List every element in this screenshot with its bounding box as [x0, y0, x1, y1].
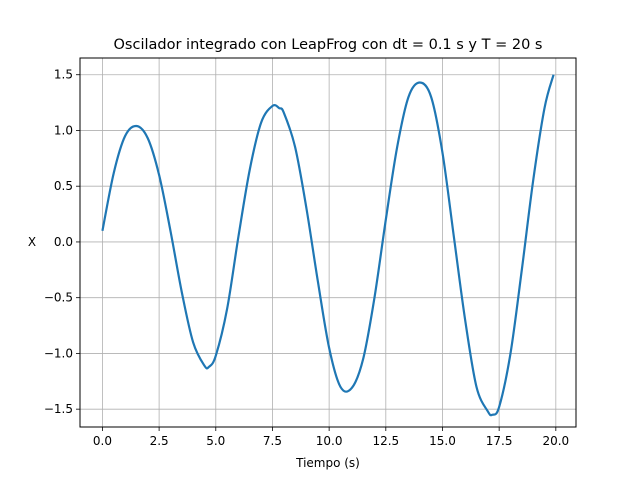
y-tick-label: 0.5: [54, 179, 73, 193]
y-tick-label: −1.5: [44, 402, 73, 416]
plot-frame: [79, 57, 577, 428]
y-tick-label: 0.0: [54, 235, 73, 249]
y-tick-label: −1.0: [44, 346, 73, 360]
y-tick-label: 1.0: [54, 123, 73, 137]
x-axis-label: Tiempo (s): [295, 456, 360, 470]
x-tick-label: 7.5: [263, 434, 282, 448]
x-tick-label: 5.0: [206, 434, 225, 448]
series-line: [101, 74, 555, 417]
x-tick-label: 15.0: [429, 434, 456, 448]
chart-title: Oscilador integrado con LeapFrog con dt …: [114, 37, 543, 53]
x-tick-label: 10.0: [316, 434, 343, 448]
x-tick-label: 12.5: [372, 434, 399, 448]
x-tick-label: 20.0: [542, 434, 569, 448]
y-axis-label: X: [28, 235, 36, 249]
x-tick-label: 2.5: [150, 434, 169, 448]
grid: [80, 58, 576, 427]
y-tick-label: 1.5: [54, 68, 73, 82]
x-tick-label: 17.5: [486, 434, 513, 448]
series-layer: [101, 74, 555, 417]
x-tick-label: 0.0: [93, 434, 112, 448]
y-tick-label: −0.5: [44, 291, 73, 305]
ticks: 0.0 2.5 5.0 7.5 10.0 12.5 15.0 17.5 20.0 −1.5 −1.0…: [44, 68, 569, 448]
